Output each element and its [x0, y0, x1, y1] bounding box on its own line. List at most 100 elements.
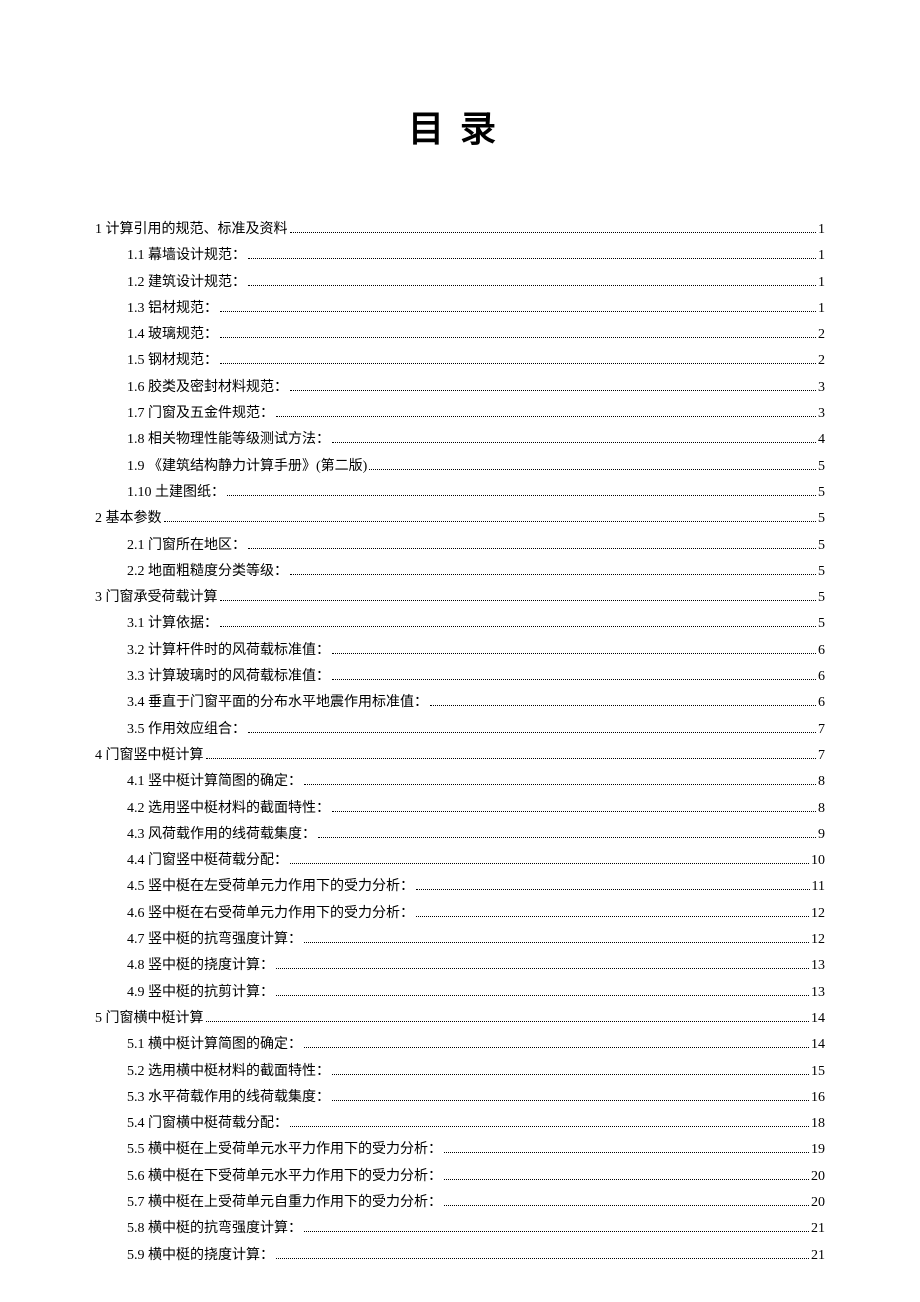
toc-entry: 1.8 相关物理性能等级测试方法： 4 [127, 432, 825, 449]
toc-entry: 1.6 胶类及密封材料规范：3 [127, 380, 825, 397]
toc-entry: 4.4 门窗竖中梃荷载分配：10 [127, 853, 825, 870]
toc-entry-page: 18 [811, 1116, 825, 1133]
toc-dot-leader [444, 1152, 809, 1153]
toc-entry: 1.4 玻璃规范：2 [127, 327, 825, 344]
toc-dot-leader [444, 1205, 809, 1206]
toc-dot-leader [206, 758, 817, 759]
page-title: 目录 [95, 100, 825, 152]
toc-entry-page: 3 [818, 406, 825, 423]
toc-entry: 3.2 计算杆件时的风荷载标准值： 6 [127, 643, 825, 660]
toc-entry-label: 4.2 选用竖中梃材料的截面特性： [127, 801, 330, 818]
toc-entry-label: 4.1 竖中梃计算简图的确定： [127, 774, 302, 791]
toc-entry: 5.8 横中梃的抗弯强度计算：21 [127, 1221, 825, 1238]
toc-entry-page: 4 [818, 432, 825, 449]
toc-entry-label: 4.5 竖中梃在左受荷单元力作用下的受力分析： [127, 879, 414, 896]
toc-entry-page: 11 [812, 879, 825, 896]
toc-entry-page: 2 [818, 327, 825, 344]
toc-entry: 5.7 横中梃在上受荷单元自重力作用下的受力分析：20 [127, 1195, 825, 1212]
toc-dot-leader [332, 1074, 809, 1075]
toc-entry-label: 4.9 竖中梃的抗剪计算： [127, 985, 274, 1002]
toc-entry: 4.2 选用竖中梃材料的截面特性： 8 [127, 801, 825, 818]
toc-entry-label: 1.8 相关物理性能等级测试方法： [127, 432, 330, 449]
toc-entry: 5.4 门窗横中梃荷载分配：18 [127, 1116, 825, 1133]
toc-entry-label: 3.2 计算杆件时的风荷载标准值： [127, 643, 330, 660]
toc-entry: 1.2 建筑设计规范：1 [127, 275, 825, 292]
toc-entry-page: 3 [818, 380, 825, 397]
toc-dot-leader [248, 732, 816, 733]
toc-dot-leader [444, 1179, 809, 1180]
toc-entry-label: 5.5 横中梃在上受荷单元水平力作用下的受力分析： [127, 1142, 442, 1159]
toc-entry-page: 6 [818, 695, 825, 712]
toc-dot-leader [276, 995, 809, 996]
toc-entry-page: 1 [818, 222, 825, 239]
toc-entry-page: 12 [811, 932, 825, 949]
toc-dot-leader [290, 574, 816, 575]
toc-entry-label: 5.2 选用横中梃材料的截面特性： [127, 1064, 330, 1081]
toc-entry-page: 6 [818, 643, 825, 660]
toc-entry-page: 20 [811, 1169, 825, 1186]
toc-entry: 4.6 竖中梃在右受荷单元力作用下的受力分析：12 [127, 906, 825, 923]
toc-entry: 4.8 竖中梃的挠度计算：13 [127, 958, 825, 975]
toc-entry-label: 1 计算引用的规范、标准及资料 [95, 222, 288, 239]
toc-entry-page: 15 [811, 1064, 825, 1081]
toc-entry-page: 7 [818, 722, 825, 739]
toc-entry: 2.1 门窗所在地区：5 [127, 538, 825, 555]
toc-entry: 2 基本参数5 [95, 511, 825, 528]
toc-entry-page: 7 [818, 748, 825, 765]
toc-dot-leader [290, 1126, 809, 1127]
toc-dot-leader [416, 916, 809, 917]
toc-entry-label: 4 门窗竖中梃计算 [95, 748, 204, 765]
toc-entry-page: 5 [818, 590, 825, 607]
toc-entry: 1.5 钢材规范： 2 [127, 353, 825, 370]
toc-entry-label: 1.2 建筑设计规范： [127, 275, 246, 292]
toc-entry-page: 6 [818, 669, 825, 686]
toc-dot-leader [304, 1047, 809, 1048]
toc-dot-leader [416, 889, 810, 890]
toc-entry-page: 5 [818, 485, 825, 502]
toc-entry: 3 门窗承受荷载计算 5 [95, 590, 825, 607]
toc-entry-label: 1.9 《建筑结构静力计算手册》(第二版) [127, 459, 367, 476]
toc-entry: 5.6 横中梃在下受荷单元水平力作用下的受力分析： 20 [127, 1169, 825, 1186]
toc-dot-leader [290, 390, 816, 391]
toc-dot-leader [304, 784, 816, 785]
toc-dot-leader [332, 679, 816, 680]
toc-entry: 4.1 竖中梃计算简图的确定：8 [127, 774, 825, 791]
toc-entry-page: 19 [811, 1142, 825, 1159]
toc-entry-page: 8 [818, 801, 825, 818]
toc-entry-page: 2 [818, 353, 825, 370]
toc-entry-page: 5 [818, 459, 825, 476]
toc-entry-page: 5 [818, 564, 825, 581]
toc-dot-leader [248, 258, 816, 259]
toc-dot-leader [276, 968, 809, 969]
toc-dot-leader [290, 863, 809, 864]
toc-entry-label: 1.3 铝材规范： [127, 301, 218, 318]
toc-entry: 5.3 水平荷载作用的线荷载集度：16 [127, 1090, 825, 1107]
toc-dot-leader [248, 285, 816, 286]
toc-entry-label: 4.6 竖中梃在右受荷单元力作用下的受力分析： [127, 906, 414, 923]
toc-entry-label: 3 门窗承受荷载计算 [95, 590, 218, 607]
toc-dot-leader [332, 1100, 809, 1101]
toc-entry: 5.5 横中梃在上受荷单元水平力作用下的受力分析： 19 [127, 1142, 825, 1159]
toc-entry-label: 2.1 门窗所在地区： [127, 538, 246, 555]
toc-dot-leader [227, 495, 816, 496]
toc-entry-label: 1.10 土建图纸： [127, 485, 225, 502]
toc-entry: 3.5 作用效应组合：7 [127, 722, 825, 739]
toc-entry-label: 1.5 钢材规范： [127, 353, 218, 370]
toc-entry: 3.3 计算玻璃时的风荷载标准值：6 [127, 669, 825, 686]
toc-dot-leader [248, 548, 816, 549]
toc-entry-label: 4.3 风荷载作用的线荷载集度： [127, 827, 316, 844]
toc-entry: 1.7 门窗及五金件规范：3 [127, 406, 825, 423]
toc-entry-label: 5.1 横中梃计算简图的确定： [127, 1037, 302, 1054]
toc-entry-label: 1.1 幕墙设计规范： [127, 248, 246, 265]
toc-dot-leader [220, 363, 816, 364]
toc-dot-leader [332, 442, 816, 443]
toc-entry-label: 4.4 门窗竖中梃荷载分配： [127, 853, 288, 870]
toc-entry-label: 5.7 横中梃在上受荷单元自重力作用下的受力分析： [127, 1195, 442, 1212]
toc-dot-leader [276, 416, 816, 417]
toc-entry-label: 5.6 横中梃在下受荷单元水平力作用下的受力分析： [127, 1169, 442, 1186]
toc-dot-leader [430, 705, 816, 706]
toc-dot-leader [290, 232, 817, 233]
toc-entry-page: 21 [811, 1248, 825, 1265]
toc-entry: 2.2 地面粗糙度分类等级：5 [127, 564, 825, 581]
toc-entry: 5.2 选用横中梃材料的截面特性： 15 [127, 1064, 825, 1081]
